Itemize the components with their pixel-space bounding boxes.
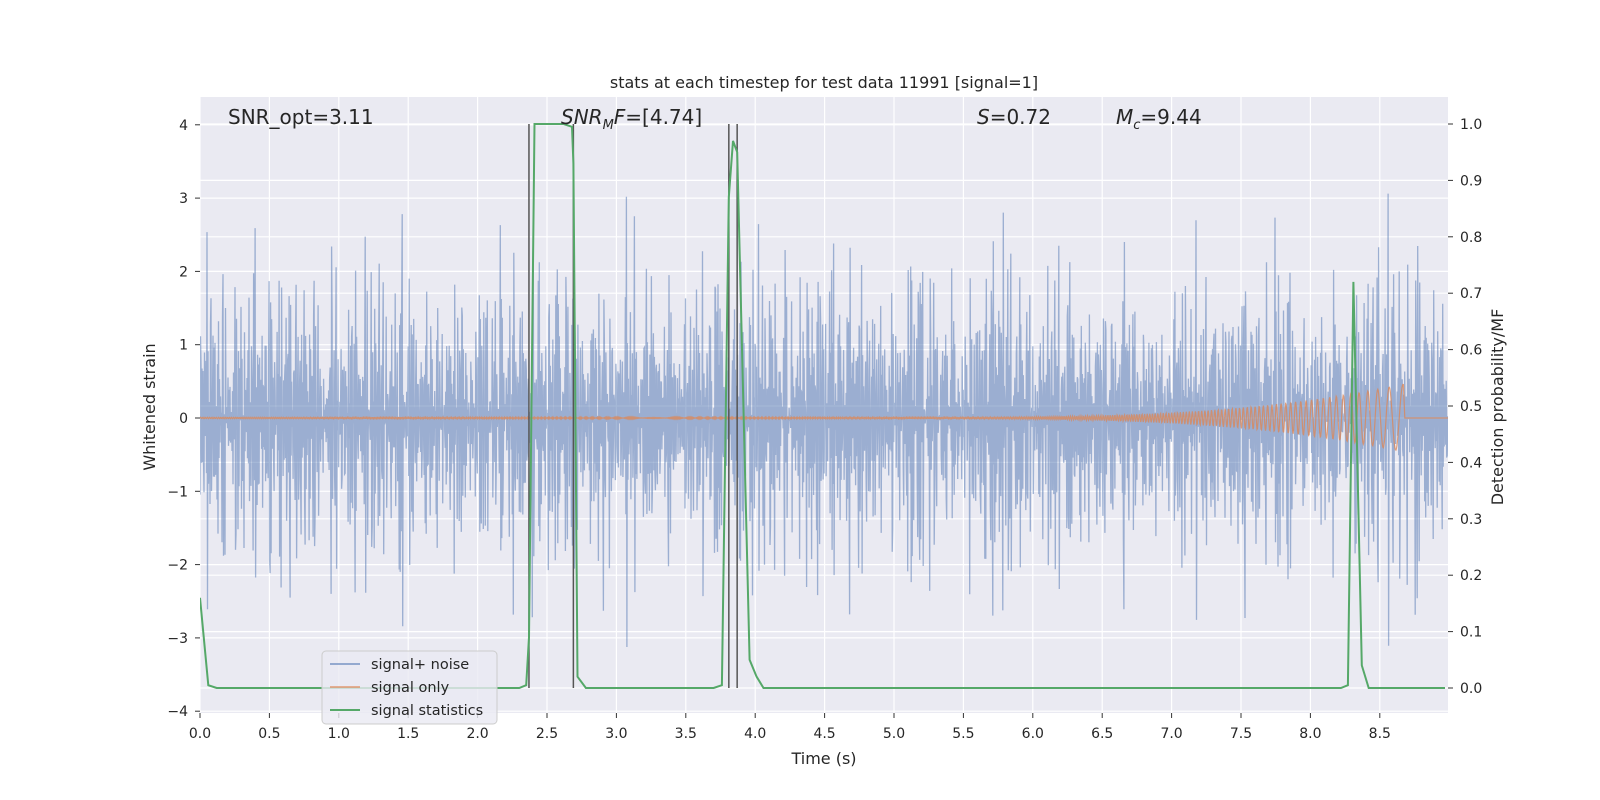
y-tick-label: −2	[167, 558, 188, 574]
x-axis-label: Time (s)	[790, 749, 856, 768]
annotation-snr-opt: SNR_opt=3.11	[228, 105, 374, 129]
y-tick-label: −4	[167, 704, 188, 720]
chart-title: stats at each timestep for test data 119…	[610, 73, 1038, 92]
y-tick-label: 3	[179, 191, 188, 207]
y2-tick-label: 0.5	[1460, 399, 1482, 415]
y2-tick-label: 0.4	[1460, 455, 1482, 471]
y2-tick-label: 0.0	[1460, 681, 1482, 697]
annotation-s: S=0.72	[977, 105, 1051, 129]
y-tick-label: 1	[179, 338, 188, 354]
plot-contents	[200, 123, 1448, 689]
series-signal-only	[200, 383, 1448, 451]
y2-tick-label: 0.2	[1460, 568, 1482, 584]
x-tick-label: 8.0	[1299, 726, 1321, 742]
annotation-snr-mf: SNRMF=[4.74]	[561, 105, 702, 133]
y-tick-label: −3	[167, 631, 188, 647]
y-axis-ticks: 4 3 2 1 0 −1 −2 −3 −4	[167, 118, 200, 720]
legend-box	[321, 650, 498, 725]
x-tick-label: 6.0	[1022, 726, 1044, 742]
x-tick-label: 1.0	[328, 726, 350, 742]
x-tick-label: 4.0	[744, 726, 766, 742]
legend-label-signal-statistics: signal statistics	[371, 703, 483, 719]
y2-tick-label: 0.1	[1460, 625, 1482, 641]
y-axis-label: Whitened strain	[140, 343, 159, 470]
x-tick-label: 0.5	[258, 726, 280, 742]
x-tick-label: 5.5	[952, 726, 974, 742]
y-tick-label: 2	[179, 264, 188, 280]
y-tick-label: −1	[167, 484, 188, 500]
x-tick-label: 1.5	[397, 726, 419, 742]
y2-tick-label: 0.9	[1460, 173, 1482, 189]
legend: signal+ noise signal only signal statist…	[321, 650, 498, 725]
legend-label-signal-noise: signal+ noise	[371, 657, 469, 673]
y2-axis-ticks: 1.0 0.9 0.8 0.7 0.6 0.5 0.4 0.3 0.2 0.1 0.0	[1448, 117, 1482, 697]
x-tick-label: 7.0	[1160, 726, 1182, 742]
x-tick-label: 8.5	[1369, 726, 1391, 742]
y2-axis-label: Detection probability/MF	[1488, 309, 1507, 506]
signal-statistics-line	[200, 123, 1445, 689]
y2-tick-label: 0.7	[1460, 286, 1482, 302]
y2-tick-label: 1.0	[1460, 117, 1482, 133]
x-tick-label: 2.0	[466, 726, 488, 742]
y2-tick-label: 0.3	[1460, 512, 1482, 528]
x-tick-label: 0.0	[189, 726, 211, 742]
x-tick-label: 4.5	[813, 726, 835, 742]
x-tick-label: 5.0	[883, 726, 905, 742]
x-tick-label: 3.5	[675, 726, 697, 742]
x-tick-label: 6.5	[1091, 726, 1113, 742]
y2-tick-label: 0.8	[1460, 230, 1482, 246]
series-signal-statistics	[200, 123, 1445, 689]
x-tick-label: 2.5	[536, 726, 558, 742]
annotation-mc: Mc=9.44	[1116, 105, 1202, 133]
signal-only-line	[200, 383, 1448, 451]
x-tick-label: 7.5	[1230, 726, 1252, 742]
y-tick-label: 0	[179, 411, 188, 427]
x-axis-ticks: 0.0 0.5 1.0 1.5 2.0 2.5 3.0 3.5 4.0 4.5 5.0 5.5 6.0 6…	[189, 713, 1391, 742]
x-tick-label: 3.0	[605, 726, 627, 742]
y-tick-label: 4	[179, 118, 188, 134]
y2-tick-label: 0.6	[1460, 343, 1482, 359]
legend-label-signal-only: signal only	[371, 680, 450, 696]
